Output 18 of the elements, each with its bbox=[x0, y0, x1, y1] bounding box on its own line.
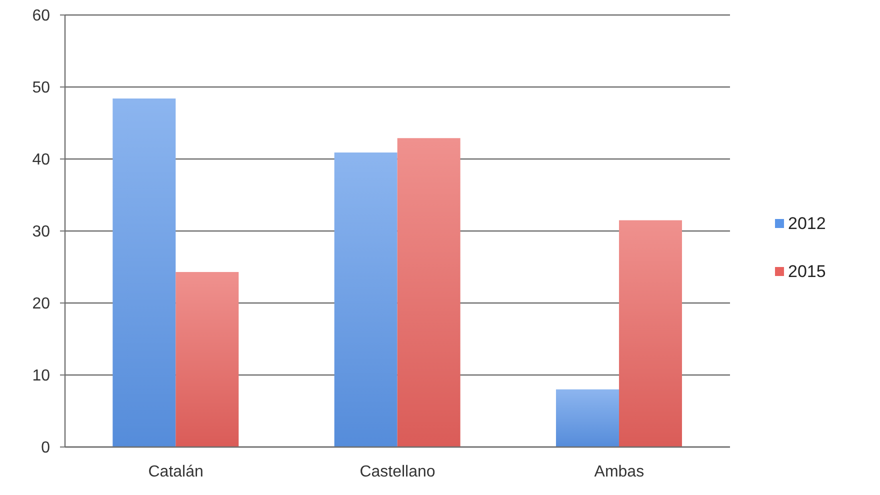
bar bbox=[618, 220, 682, 447]
bar bbox=[112, 98, 176, 447]
x-tick-label: Castellano bbox=[360, 463, 436, 480]
y-tick-label: 60 bbox=[32, 8, 50, 25]
y-tick-label: 30 bbox=[32, 224, 50, 241]
bar bbox=[176, 272, 239, 447]
bar bbox=[556, 389, 619, 447]
bar bbox=[397, 138, 460, 447]
bar bbox=[334, 152, 398, 447]
y-tick-label: 20 bbox=[32, 296, 50, 313]
legend-label: 2015 bbox=[788, 262, 826, 282]
y-tick-label: 40 bbox=[32, 152, 50, 169]
legend-label: 2012 bbox=[788, 214, 826, 234]
y-tick-label: 0 bbox=[41, 440, 50, 457]
x-tick-label: Ambas bbox=[594, 463, 644, 480]
y-tick-label: 50 bbox=[32, 80, 50, 97]
y-tick-label: 10 bbox=[32, 368, 50, 385]
x-tick-label: Catalán bbox=[148, 463, 204, 480]
